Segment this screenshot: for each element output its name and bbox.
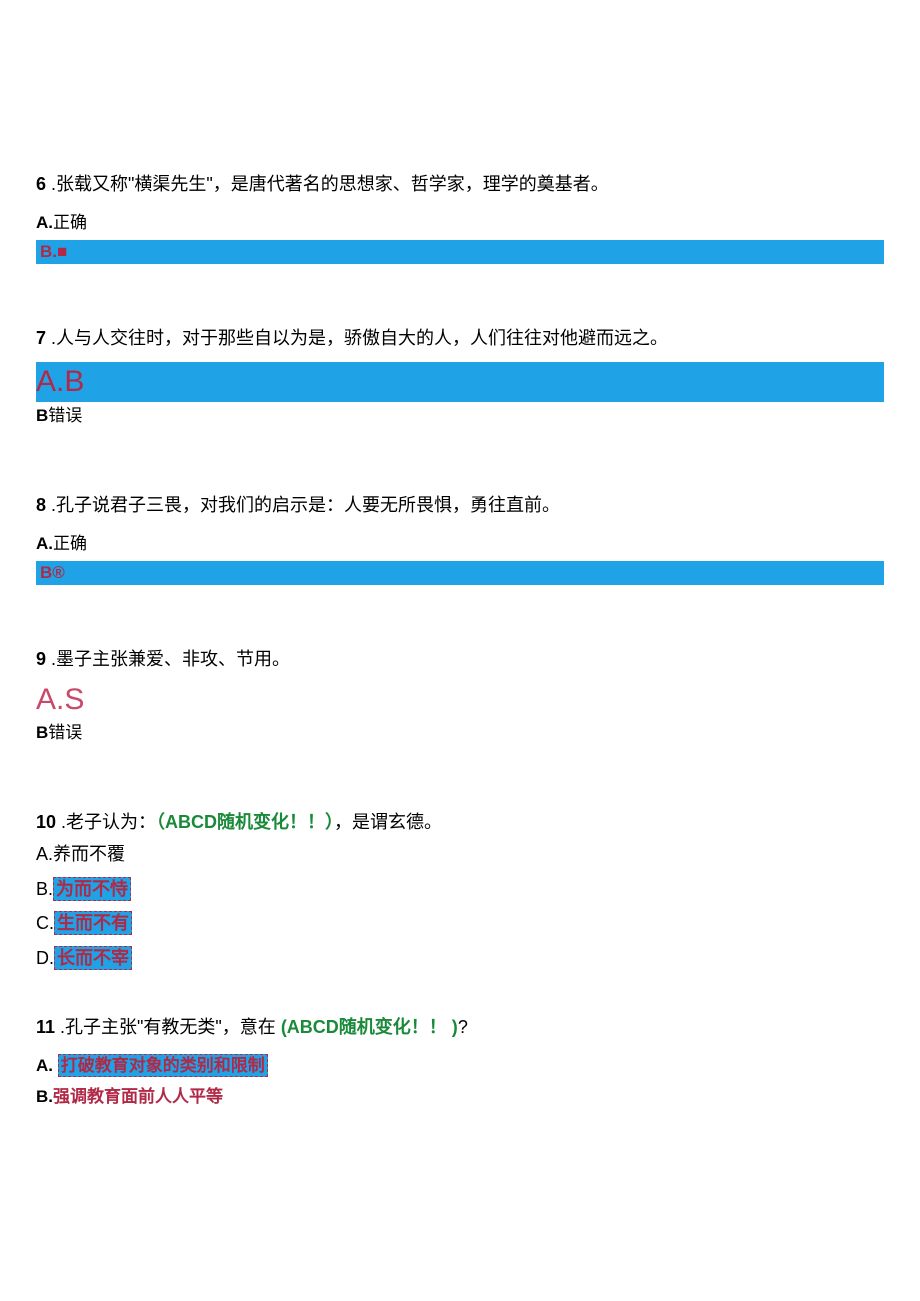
question-11-post: ? (458, 1017, 468, 1037)
question-9: 9 .墨子主张兼爱、非攻、节用。 A.S B错误 (0, 645, 920, 749)
question-6-option-a: A.正确 (36, 209, 884, 238)
question-10-option-b: B.为而不恃 (36, 874, 884, 905)
question-7-num: 7 (36, 328, 46, 348)
question-10: 10 .老子认为：（ABCD随机变化！！），是谓玄德。 A.养而不覆 B.为而不… (0, 808, 920, 973)
option-c-label: C. (36, 913, 54, 933)
option-d-text: 长而不宰 (54, 946, 132, 970)
option-d-label: D. (36, 948, 54, 968)
question-10-num: 10 (36, 812, 56, 832)
option-a-label: A. (36, 844, 53, 864)
option-a-label: A. (36, 534, 53, 553)
option-a-label: A. (36, 213, 53, 232)
option-a-text: 打破教育对象的类别和限制 (58, 1054, 268, 1077)
question-11-hint: (ABCD随机变化！！ ) (281, 1017, 458, 1037)
question-11: 11 .孔子主张"有教无类"，意在 (ABCD随机变化！！ )? A. 打破教育… (0, 1013, 920, 1112)
question-11-num: 11 (36, 1017, 55, 1037)
question-7-body: .人与人交往时，对于那些自以为是，骄傲自大的人，人们往往对他避而远之。 (46, 328, 668, 348)
question-6-option-b-highlight: B.■ (36, 240, 884, 264)
option-a-text: 正确 (53, 213, 87, 232)
question-8: 8 .孔子说君子三畏，对我们的启示是：人要无所畏惧，勇往直前。 A.正确 B® (0, 491, 920, 585)
option-b-label: B (36, 406, 48, 425)
question-10-hint: （ABCD随机变化！！） (156, 812, 334, 832)
question-10-option-c: C.生而不有 (36, 908, 884, 939)
question-7-text: 7 .人与人交往时，对于那些自以为是，骄傲自大的人，人们往往对他避而远之。 (36, 324, 884, 353)
option-b-text: 错误 (48, 406, 82, 425)
option-b-text: 错误 (48, 723, 82, 742)
question-6-num: 6 (36, 174, 46, 194)
question-8-body: .孔子说君子三畏，对我们的启示是：人要无所畏惧，勇往直前。 (46, 495, 560, 515)
option-a-label: A. (36, 1056, 58, 1075)
question-11-option-a: A. 打破教育对象的类别和限制 (36, 1052, 884, 1081)
question-7-option-b: B错误 (36, 402, 884, 431)
question-7: 7 .人与人交往时，对于那些自以为是，骄傲自大的人，人们往往对他避而远之。 A.… (0, 324, 920, 431)
option-c-text: 生而不有 (54, 911, 132, 935)
option-b-label: B. (40, 242, 57, 261)
option-a-text: 养而不覆 (53, 844, 125, 864)
question-10-option-d: D.长而不宰 (36, 943, 884, 974)
question-10-option-a: A.养而不覆 (36, 839, 884, 870)
question-9-text: 9 .墨子主张兼爱、非攻、节用。 (36, 645, 884, 674)
question-10-pre: .老子认为： (56, 812, 156, 832)
question-9-option-a-big: A.S (36, 683, 884, 717)
question-6-text: 6 .张载又称"横渠先生"，是唐代著名的思想家、哲学家，理学的奠基者。 (36, 170, 884, 199)
question-8-option-b-highlight: B® (36, 561, 884, 585)
option-b-text: 强调教育面前人人平等 (53, 1087, 223, 1106)
question-10-text: 10 .老子认为：（ABCD随机变化！！），是谓玄德。 (36, 808, 884, 837)
question-11-pre: .孔子主张"有教无类"，意在 (55, 1017, 281, 1037)
question-8-num: 8 (36, 495, 46, 515)
question-9-option-b: B错误 (36, 719, 884, 748)
question-11-text: 11 .孔子主张"有教无类"，意在 (ABCD随机变化！！ )? (36, 1013, 884, 1042)
option-a-text: 正确 (53, 534, 87, 553)
question-8-option-a: A.正确 (36, 530, 884, 559)
option-b-text: ■ (57, 242, 67, 261)
option-b-label: B. (36, 879, 53, 899)
question-6: 6 .张载又称"横渠先生"，是唐代著名的思想家、哲学家，理学的奠基者。 A.正确… (0, 170, 920, 264)
option-b-label: B. (36, 1087, 53, 1106)
question-8-text: 8 .孔子说君子三畏，对我们的启示是：人要无所畏惧，勇往直前。 (36, 491, 884, 520)
question-11-option-b: B.强调教育面前人人平等 (36, 1083, 884, 1112)
question-9-body: .墨子主张兼爱、非攻、节用。 (46, 649, 290, 669)
question-10-post: ，是谓玄德。 (334, 812, 442, 832)
option-b-text: 为而不恃 (53, 877, 131, 901)
question-9-num: 9 (36, 649, 46, 669)
question-6-body: .张载又称"横渠先生"，是唐代著名的思想家、哲学家，理学的奠基者。 (46, 174, 609, 194)
question-7-option-a-highlight: A.B (36, 362, 884, 402)
option-b-label: B (36, 723, 48, 742)
